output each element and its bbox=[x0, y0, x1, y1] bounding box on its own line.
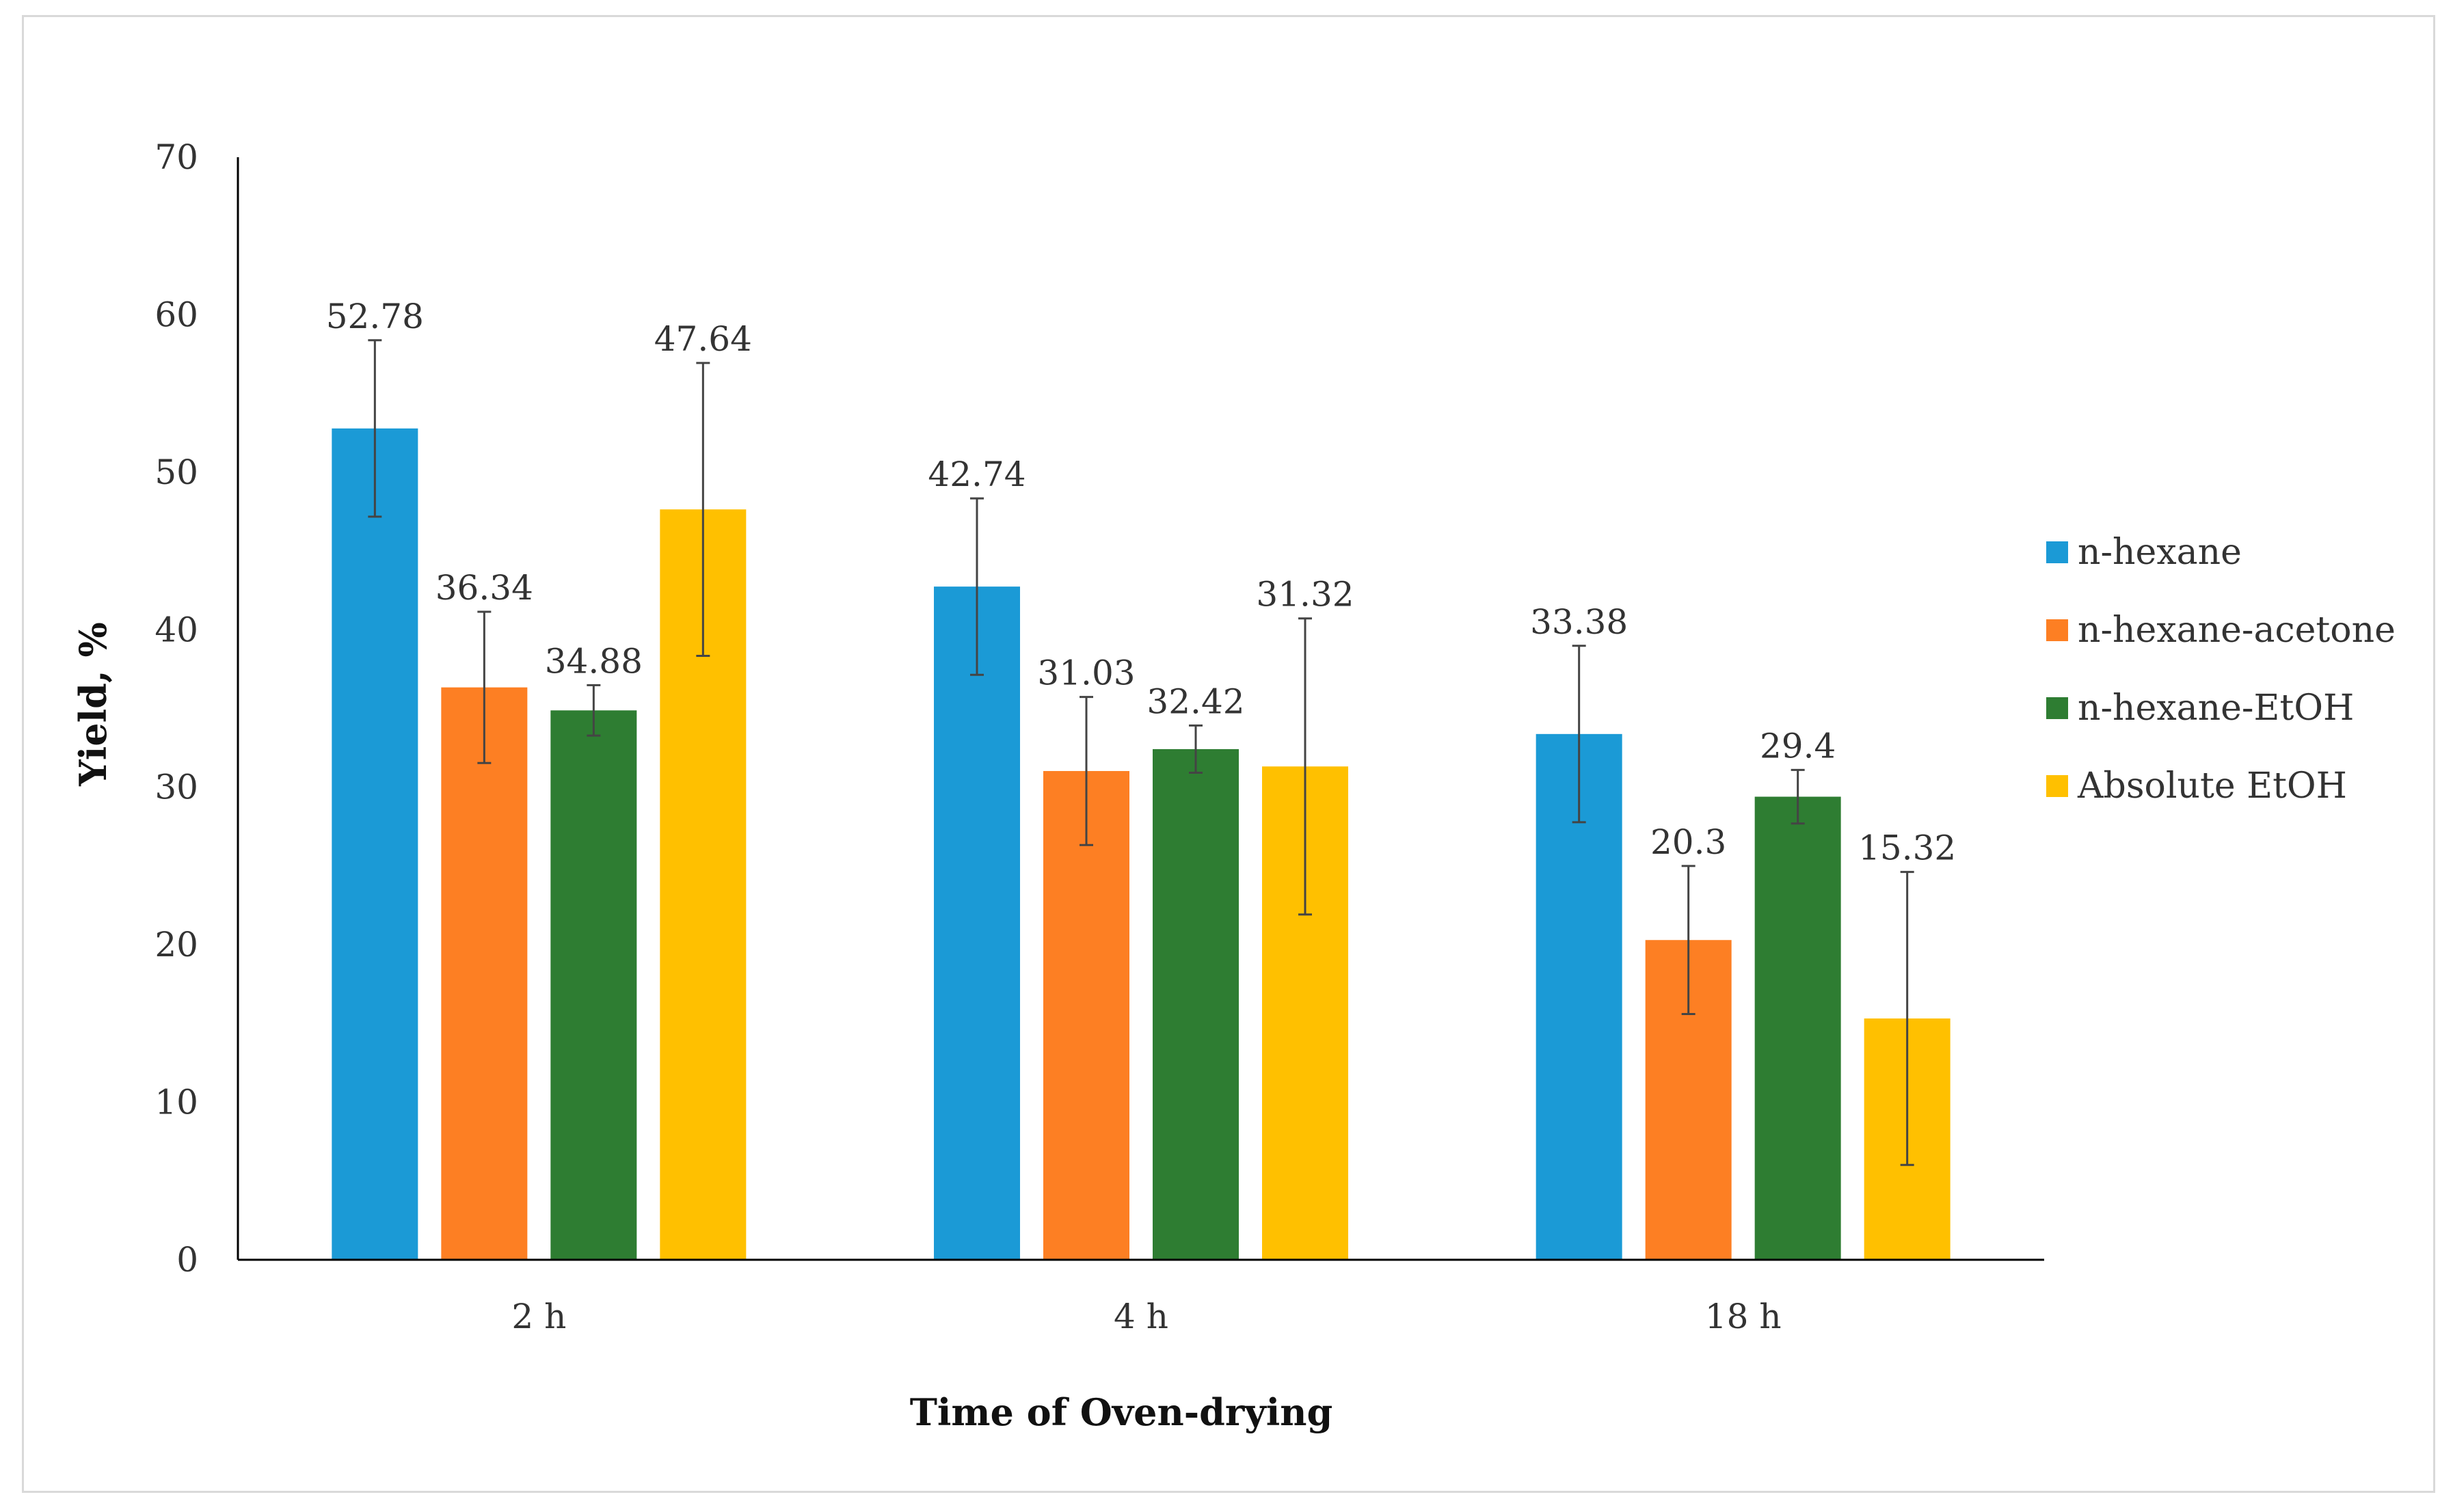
y-tick-label: 0 bbox=[176, 1240, 198, 1280]
x-tick-label: 18 h bbox=[1705, 1297, 1782, 1336]
legend-swatch bbox=[2046, 697, 2068, 719]
data-label: 52.78 bbox=[326, 297, 424, 336]
legend-swatch bbox=[2046, 775, 2068, 797]
data-label: 31.03 bbox=[1037, 653, 1135, 693]
y-tick-label: 50 bbox=[155, 453, 198, 492]
data-label: 29.4 bbox=[1760, 726, 1836, 766]
legend-label: n-hexane bbox=[2078, 532, 2242, 573]
bar bbox=[1754, 796, 1841, 1260]
y-tick-label: 60 bbox=[155, 295, 198, 334]
x-axis-ticks: 2 h 4 h 18 h bbox=[511, 1297, 1781, 1336]
y-tick-label: 30 bbox=[155, 768, 198, 807]
data-label: 31.32 bbox=[1256, 575, 1354, 615]
data-label: 47.64 bbox=[654, 319, 752, 359]
data-label: 36.34 bbox=[435, 568, 533, 608]
y-tick-label: 10 bbox=[155, 1083, 198, 1122]
legend: n-hexane n-hexane-acetone n-hexane-EtOH Abs… bbox=[2046, 532, 2396, 807]
bar bbox=[1153, 748, 1239, 1260]
x-axis-title: Time of Oven-drying bbox=[910, 1390, 1333, 1434]
data-label: 33.38 bbox=[1530, 602, 1628, 642]
y-tick-label: 70 bbox=[155, 137, 198, 177]
x-tick-label: 2 h bbox=[511, 1297, 566, 1336]
legend-swatch bbox=[2046, 619, 2068, 641]
data-label: 32.42 bbox=[1147, 681, 1244, 721]
legend-label: Absolute EtOH bbox=[2077, 766, 2347, 807]
bar bbox=[332, 428, 418, 1260]
y-tick-label: 40 bbox=[155, 610, 198, 649]
bar bbox=[934, 586, 1020, 1260]
data-label: 20.3 bbox=[1650, 822, 1726, 862]
legend-swatch bbox=[2046, 541, 2068, 563]
bars: 52.78 36.34 34.88 47.64 42.74 31.03 32.42 31.32… bbox=[326, 297, 1956, 1260]
y-axis-ticks: 0 10 20 30 40 50 60 70 bbox=[155, 137, 198, 1280]
bar bbox=[1043, 770, 1129, 1260]
legend-label: n-hexane-EtOH bbox=[2078, 688, 2354, 729]
data-label: 15.32 bbox=[1858, 828, 1956, 868]
y-tick-label: 20 bbox=[155, 925, 198, 964]
data-label: 34.88 bbox=[545, 641, 643, 681]
data-label: 42.74 bbox=[928, 455, 1026, 494]
legend-label: n-hexane-acetone bbox=[2078, 610, 2396, 651]
bar bbox=[550, 710, 637, 1260]
bar bbox=[441, 687, 528, 1260]
y-axis-title: Yield, % bbox=[71, 622, 115, 787]
x-tick-label: 4 h bbox=[1114, 1297, 1168, 1336]
